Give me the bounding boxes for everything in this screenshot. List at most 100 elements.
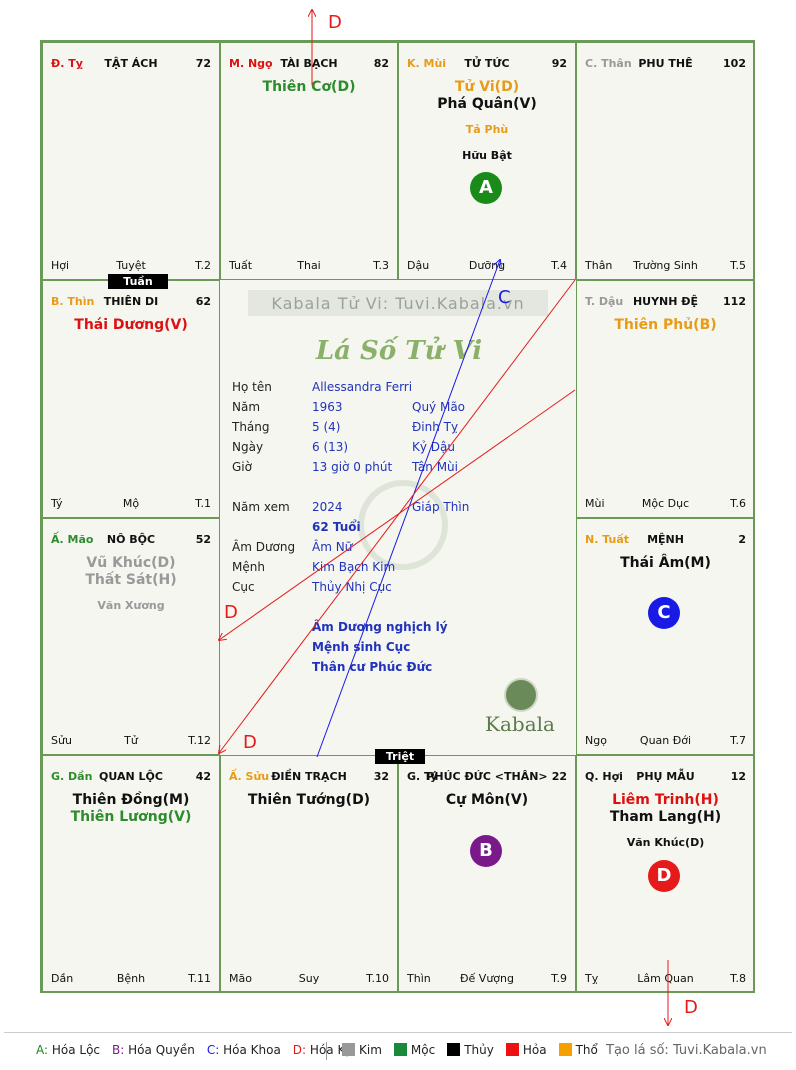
arrow-label-d1: D [224,602,238,623]
info-value: Allessandra Ferri [312,380,413,394]
star-label: Thái Âm(M) [620,555,711,571]
palace-footer-left: Tý [51,497,63,510]
legend-hoa-item: C: Hóa Khoa [207,1043,281,1057]
star-label: Hữu Bật [462,149,512,162]
info-label: Năm xem [232,500,290,514]
legend-element-name: Mộc [410,1043,436,1057]
legend-hoa-text: Hóa Lộc [51,1043,101,1057]
info-value-canchi: Giáp Thìn [412,500,470,514]
star-label: Tham Lang(H) [609,809,722,825]
legend-element-item: Kim [342,1043,382,1057]
palace-footer-right: T.7 [730,734,746,747]
palace-name: MỆNH [647,533,684,546]
palace-footer-center: Suy [298,972,320,985]
legend-element-name: Kim [359,1043,382,1057]
palace-footer-right: T.4 [551,259,567,272]
palace-footer: Tỵ Lâm Quan T.8 [585,972,746,986]
palace-cell: Đ. Tỵ TẬT ÁCH 72 Hợi Tuyệt T.2 [42,42,220,280]
star-label: Thất Sát(H) [85,572,177,588]
palace-cell: Ấ. Mão NÔ BỘC 52 Vũ Khúc(D) Thất Sát(H) Văn X… [42,518,220,755]
palace-number: 12 [730,770,746,783]
palace-footer: Mùi Mộc Dục T.6 [585,497,746,511]
palace-footer: Mão Suy T.10 [229,972,389,986]
palace-footer-right: T.11 [188,972,211,985]
info-label: Cục [232,580,255,594]
palace-footer-left: Mùi [585,497,605,510]
palace-branch: B. Thìn [51,295,95,308]
palace-name: THIÊN DI [103,295,159,308]
legend-hoa-key: B: [112,1043,125,1057]
hoa-marker-c: C [648,597,680,629]
star-label: Thiên Lương(V) [70,809,192,825]
palace-header: M. Ngọ TÀI BẠCH 82 [229,57,389,73]
legend-element-name: Thổ [575,1043,598,1057]
palace-number: 102 [723,57,746,70]
info-label: Âm Dương [232,540,296,554]
info-label: Ngày [232,440,264,454]
palace-footer: Dần Bệnh T.11 [51,972,211,986]
palace-footer-left: Sửu [51,734,72,747]
palace-footer-center: Lâm Quan [637,972,694,985]
legend-element-name: Thủy [464,1043,494,1057]
info-value: Thủy Nhị Cục [312,580,392,594]
legend-hoa-item: D: Hóa Kị [293,1043,349,1057]
palace-footer-center: Mộ [122,497,140,510]
center-watermark [358,480,448,570]
palace-branch: G. Tý [407,770,438,783]
info-label: Năm [232,400,261,414]
palace-footer: Thìn Đế Vượng T.9 [407,972,567,986]
palace-header: K. Mùi TỬ TỨC 92 [407,57,567,73]
info-label: Họ tên [232,380,272,394]
info-value: 6 (13) [312,440,349,454]
info-note: Thân cư Phúc Đức [312,660,433,674]
palace-footer-center: Bệnh [116,972,146,985]
arrow-label-top: D [328,12,342,33]
legend-site[interactable]: Tạo lá số: Tuvi.Kabala.vn [606,1043,767,1058]
palace-footer-center: Quan Đới [639,734,692,747]
star-label: Cự Môn(V) [445,792,529,808]
legend-hoa-text: Hóa Kị [309,1043,349,1057]
palace-footer-center: Tuyệt [116,259,146,272]
palace-footer-left: Ngọ [585,734,607,747]
legend-element-item: Thủy [447,1043,494,1057]
palace-footer: Dậu Dưỡng T.4 [407,259,567,273]
palace-number: 72 [195,57,211,70]
info-value: 1963 [312,400,343,414]
palace-footer-right: T.6 [730,497,746,510]
palace-footer: Thân Trường Sinh T.5 [585,259,746,273]
legend-swatch [393,1043,407,1056]
star-label: Văn Xương [97,599,165,612]
legend-divider [4,1032,792,1033]
kabala-logo-text: Kabala [485,712,555,736]
palace-footer-left: Thân [585,259,613,272]
palace-name: TỬ TỨC [464,57,510,70]
palace-number: 112 [723,295,746,308]
palace-footer-right: T.1 [195,497,211,510]
tu-vi-chart: Đ. Tỵ TẬT ÁCH 72 Hợi Tuyệt T.2 M. Ngọ TÀI BẠCH 8… [40,40,755,993]
legend-hoa: A: Hóa Lộc B: Hóa Quyền C: Hóa Khoa D: Hóa … [36,1043,361,1057]
palace-cell: Ấ. Sửu ĐIỀN TRẠCH 32 Thiên Tướng(D) Mão Suy T.… [220,755,398,993]
palace-footer-right: T.10 [366,972,389,985]
palace-cell: M. Ngọ TÀI BẠCH 82 Thiên Cơ(D) Tuất Thai T.3 [220,42,398,280]
star-label: Tử Vi(D) [454,79,520,95]
kabala-logo-icon [504,678,538,712]
star-label: Tả Phù [465,123,509,136]
palace-header: Q. Hợi PHỤ MẪU 12 [585,770,746,786]
palace-branch: Ấ. Mão [51,533,94,546]
info-label: Tháng [232,420,270,434]
palace-footer-right: T.12 [188,734,211,747]
arrow-label-c: C [498,287,511,308]
palace-footer-center: Thai [297,259,321,272]
palace-footer-right: T.8 [730,972,746,985]
info-value: 13 giờ 0 phút [312,460,393,474]
palace-footer-left: Tỵ [585,972,599,985]
palace-branch: Ấ. Sửu [229,770,270,783]
legend-element-item: Hỏa [505,1043,547,1057]
info-value: Âm Nữ [312,540,353,554]
star-label: Phá Quân(V) [437,96,537,112]
palace-branch: C. Thân [585,57,632,70]
info-label: Giờ [232,460,252,474]
palace-header: G. Tý PHÚC ĐỨC <THÂN> 22 [407,770,567,786]
palace-branch: Đ. Tỵ [51,57,83,70]
palace-number: 52 [195,533,211,546]
